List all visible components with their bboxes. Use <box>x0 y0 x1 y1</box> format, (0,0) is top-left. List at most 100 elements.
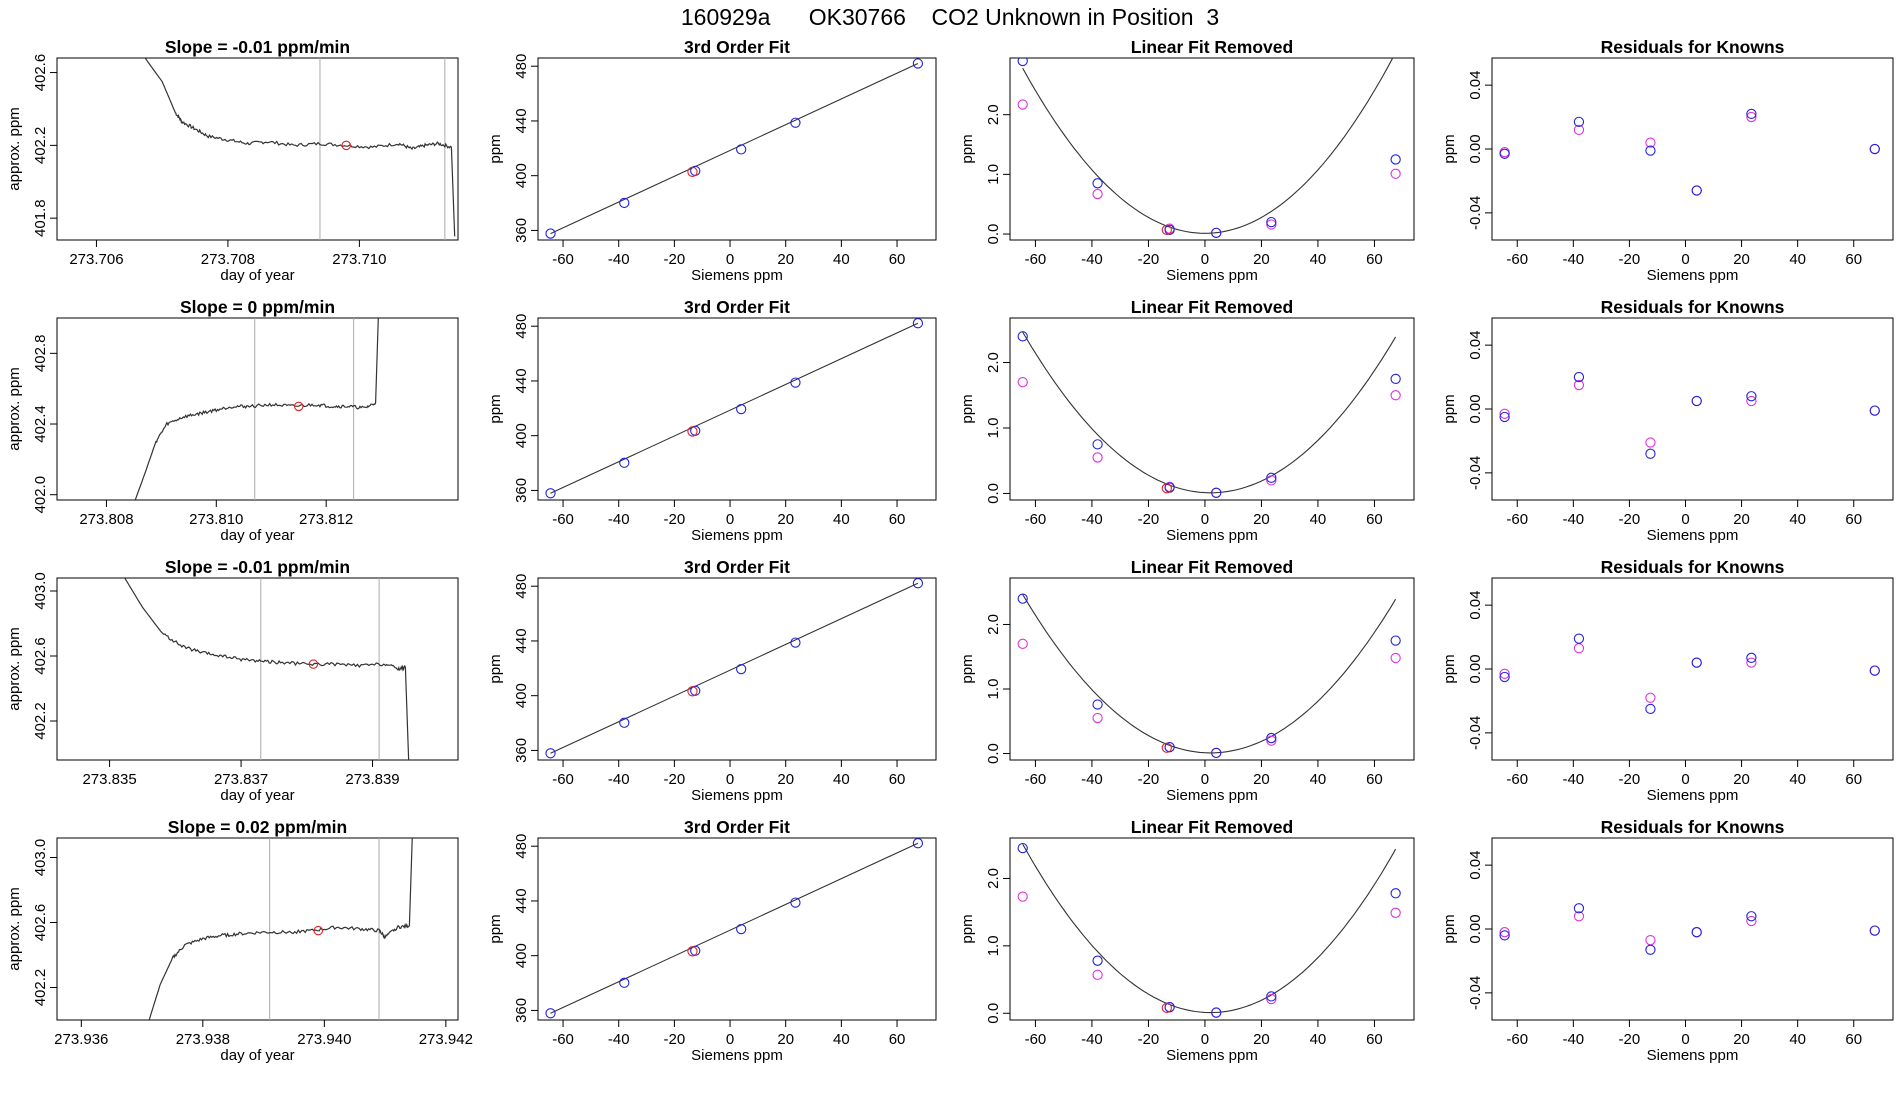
y-tick-label: 440 <box>513 628 530 653</box>
x-tick-label: -60 <box>552 1031 574 1048</box>
fitted-point <box>1266 735 1277 746</box>
fitted-point <box>1390 652 1401 664</box>
x-tick-label: 60 <box>1366 771 1383 788</box>
y-tick-label: 2.0 <box>985 352 1002 373</box>
known-point <box>619 977 630 988</box>
plot-data <box>144 58 456 240</box>
x-axis-label: Siemens ppm <box>691 787 783 804</box>
x-tick-label: -60 <box>552 511 574 528</box>
panel-title: Linear Fit Removed <box>1131 817 1293 837</box>
known-point <box>1691 185 1702 196</box>
x-tick-label: 273.812 <box>299 511 353 528</box>
x-tick-label: -20 <box>1619 771 1641 788</box>
x-tick-label: 273.835 <box>82 771 136 788</box>
fit-curve <box>1022 843 1397 1014</box>
known-point <box>1691 927 1702 938</box>
x-tick-label: -60 <box>1025 771 1047 788</box>
known-point <box>1499 411 1510 423</box>
y-axis-label: ppm <box>1441 394 1458 423</box>
panel-title: Linear Fit Removed <box>1131 297 1293 317</box>
known-point <box>1211 1007 1222 1018</box>
panel-title: Residuals for Knowns <box>1601 297 1785 317</box>
panel-title: Slope = -0.01 ppm/min <box>165 557 350 577</box>
fitted-point <box>1390 390 1401 401</box>
x-tick-label: -40 <box>1562 511 1584 528</box>
plot-frame <box>537 317 937 501</box>
known-point <box>1645 944 1656 955</box>
known-point <box>619 457 630 468</box>
panel-title: 3rd Order Fit <box>684 817 790 837</box>
known-point <box>1390 154 1401 165</box>
panel-r3-c3: Linear Fit Removed -60 -40 -20 0 20 40 60 0.0 1.0… <box>959 557 1415 804</box>
x-tick-label: -40 <box>1081 1031 1103 1048</box>
plot-data <box>134 318 379 500</box>
panel-title: Residuals for Knowns <box>1601 37 1785 57</box>
y-tick-label: 360 <box>513 738 530 763</box>
x-tick-label: 273.940 <box>297 1031 351 1048</box>
known-point <box>1645 448 1656 459</box>
x-axis-label: Siemens ppm <box>1647 787 1739 804</box>
x-tick-label: -60 <box>552 771 574 788</box>
y-tick-label: 400 <box>513 423 530 448</box>
x-tick-label: 40 <box>1310 251 1327 268</box>
known-point <box>545 748 556 759</box>
x-tick-label: 20 <box>1733 251 1750 268</box>
known-point <box>1092 955 1103 966</box>
x-axis-label: Siemens ppm <box>691 527 783 544</box>
y-axis-label: ppm <box>1441 914 1458 943</box>
unknown-point <box>1161 483 1172 494</box>
x-tick-label: 0 <box>1681 511 1689 528</box>
y-tick-label: 402.2 <box>32 702 49 740</box>
fitted-point <box>1017 99 1028 110</box>
known-point <box>1499 148 1510 159</box>
unknown-point <box>1161 1002 1172 1014</box>
y-tick-label: 1.0 <box>985 164 1002 185</box>
y-tick-label: 440 <box>513 368 530 393</box>
y-tick-label: 480 <box>513 834 530 859</box>
y-axis-label: approx. ppm <box>6 887 23 970</box>
fit-line <box>550 842 919 1014</box>
fit-line <box>550 62 919 235</box>
x-tick-label: -60 <box>552 251 574 268</box>
known-point <box>1017 593 1028 604</box>
x-tick-label: -20 <box>664 511 686 528</box>
plot-data <box>545 58 924 239</box>
panel-r4-c3: Linear Fit Removed -60 -40 -20 0 20 40 60 0.0 1.0… <box>959 817 1415 1064</box>
x-tick-label: -40 <box>1562 251 1584 268</box>
known-point <box>790 377 801 388</box>
panel-title: Slope = -0.01 ppm/min <box>165 37 350 57</box>
y-tick-label: 480 <box>513 574 530 599</box>
plot-data <box>1499 633 1880 715</box>
x-axis-label: day of year <box>220 267 294 284</box>
x-tick-label: -60 <box>1025 251 1047 268</box>
y-tick-label: 0.00 <box>1467 394 1484 423</box>
known-point <box>1746 391 1757 402</box>
plot-data <box>545 838 924 1019</box>
x-tick-label: -40 <box>1081 251 1103 268</box>
known-point <box>790 637 801 648</box>
fitted-point <box>1092 452 1103 463</box>
known-point <box>1164 224 1175 236</box>
x-axis-label: Siemens ppm <box>1166 1047 1258 1064</box>
known-point <box>1092 178 1103 189</box>
trace-line <box>148 838 413 1020</box>
y-tick-label: 2.0 <box>985 614 1002 635</box>
panel-r3-c1: Slope = -0.01 ppm/min 273.835 273.837 273.8… <box>6 557 459 804</box>
known-point <box>736 403 747 415</box>
known-point <box>1266 732 1277 744</box>
y-tick-label: -0.04 <box>1467 976 1484 1010</box>
panel-r2-c4: Residuals for Knowns -60 -40 -20 0 20 40 60 -0.0… <box>1441 297 1894 544</box>
x-tick-label: 0 <box>1201 1031 1209 1048</box>
y-tick-label: 403.0 <box>32 839 49 877</box>
fitted-point <box>1573 643 1585 654</box>
x-tick-label: 40 <box>833 771 850 788</box>
x-tick-label: 20 <box>1253 1031 1270 1048</box>
y-tick-label: 0.00 <box>1467 134 1484 163</box>
known-point <box>1869 405 1880 416</box>
x-tick-label: 0 <box>726 251 734 268</box>
y-tick-label: 0.0 <box>985 1003 1002 1024</box>
fitted-point <box>1645 692 1656 703</box>
known-point <box>1573 371 1585 383</box>
y-tick-label: 0.04 <box>1467 591 1484 620</box>
